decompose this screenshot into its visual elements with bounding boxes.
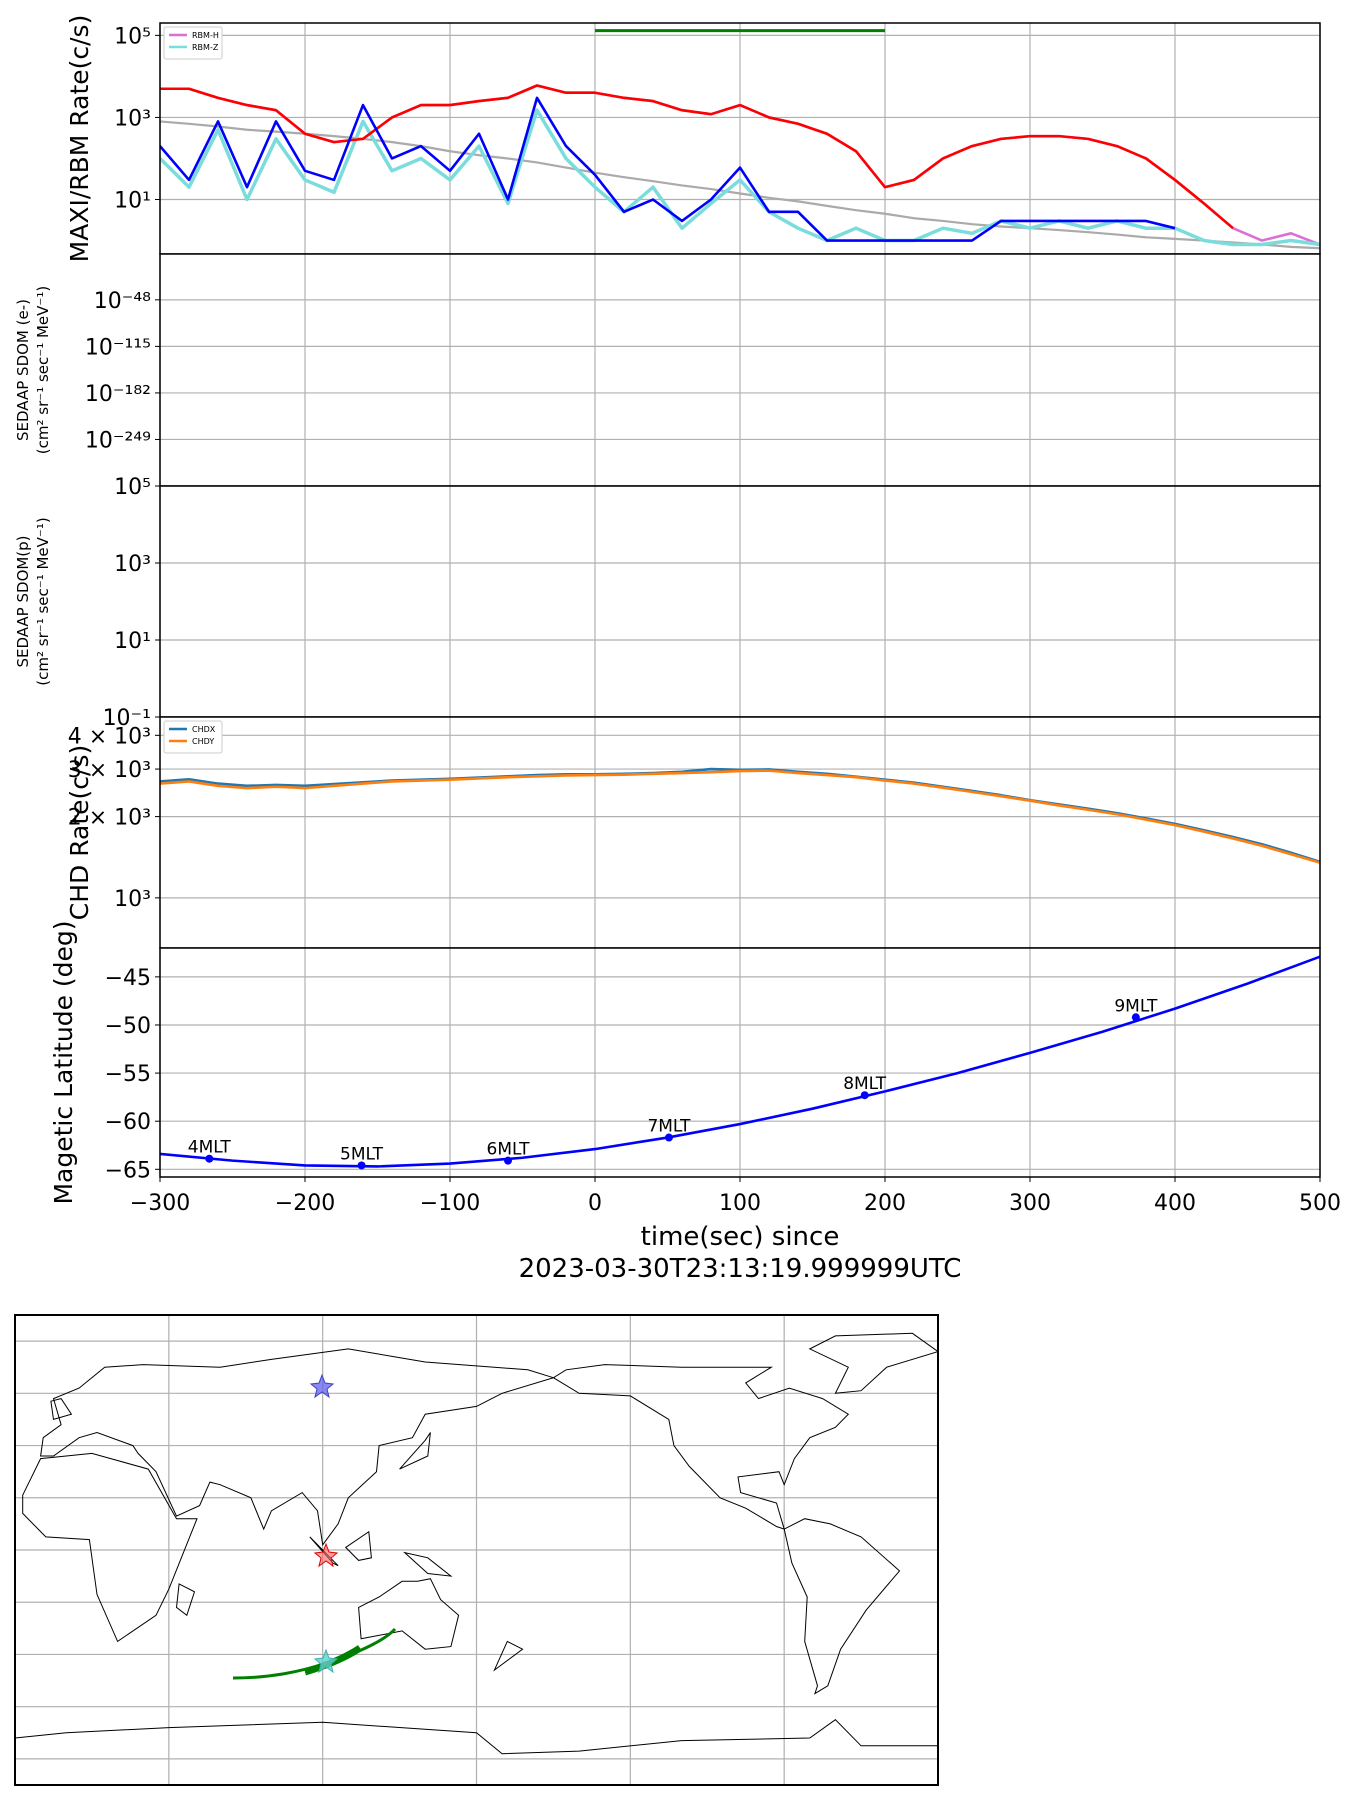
series-line bbox=[160, 84, 1234, 230]
y-tick-label: 4 × 10³ bbox=[68, 724, 151, 749]
y-tick-label: 10⁵ bbox=[114, 475, 151, 500]
series-line bbox=[160, 120, 1320, 250]
legend: RBM-H RBM-Z bbox=[163, 26, 223, 60]
legend-label: RBM-Z bbox=[192, 43, 219, 52]
coastline bbox=[402, 1551, 453, 1577]
y-tick-label: 10³ bbox=[114, 887, 151, 912]
y-tick-label: 2 × 10³ bbox=[68, 806, 151, 831]
y-tick-label: 10⁻¹⁸² bbox=[85, 382, 151, 407]
y-tick-label: 3 × 10³ bbox=[68, 758, 151, 783]
x-tick-label: 400 bbox=[1154, 1191, 1196, 1216]
legend-label: CHDX bbox=[192, 725, 216, 734]
coastline bbox=[14, 1719, 938, 1755]
mlt-point bbox=[1131, 1013, 1140, 1022]
series-line bbox=[160, 108, 1320, 247]
coastline bbox=[344, 1530, 372, 1561]
mlt-label: 6MLT bbox=[487, 1140, 531, 1160]
panel: −300 −200 −100 0 100 200 300 400 500 −65 −60 −55 −50… bbox=[49, 920, 1341, 1284]
y-axis-label: (cm² sr⁻¹ sec⁻¹ MeV⁻¹) bbox=[34, 286, 52, 454]
mlt-point bbox=[357, 1161, 366, 1170]
coastline bbox=[783, 1518, 901, 1695]
x-tick-label: 100 bbox=[719, 1191, 761, 1216]
series-line bbox=[160, 955, 1320, 1168]
mlt-label: 8MLT bbox=[843, 1074, 887, 1094]
coastline bbox=[493, 1640, 524, 1672]
mlt-label: 5MLT bbox=[340, 1144, 384, 1164]
y-tick-label: 10⁻¹¹⁵ bbox=[85, 335, 151, 360]
legend-label: RBM-H bbox=[192, 31, 219, 40]
world-map bbox=[14, 1314, 940, 1786]
coastline bbox=[175, 1583, 196, 1617]
legend: CHDX CHDY bbox=[163, 720, 223, 754]
y-tick-label: −45 bbox=[105, 966, 151, 991]
coastline bbox=[552, 1364, 850, 1530]
star-cyan bbox=[313, 1648, 339, 1674]
x-tick-label: −200 bbox=[275, 1191, 335, 1216]
mlt-point bbox=[860, 1091, 869, 1100]
data-layer bbox=[160, 767, 1320, 864]
coastline bbox=[22, 1452, 198, 1643]
y-tick-label: 10¹ bbox=[114, 629, 151, 654]
series-line bbox=[160, 96, 1176, 242]
star-blue bbox=[309, 1373, 335, 1399]
y-tick-label: 10¹ bbox=[114, 189, 151, 214]
y-tick-label: −60 bbox=[105, 1110, 151, 1135]
coastline bbox=[399, 1432, 431, 1470]
mlt-label: 7MLT bbox=[647, 1117, 691, 1137]
y-axis-label: CHD Rate(c/s) bbox=[65, 745, 94, 920]
series-line bbox=[160, 769, 1320, 864]
x-tick-label: 500 bbox=[1299, 1191, 1341, 1216]
x-axis-label: time(sec) since bbox=[641, 1222, 840, 1252]
x-tick-label: −100 bbox=[420, 1191, 480, 1216]
y-tick-label: 10⁻²⁴⁹ bbox=[85, 428, 151, 453]
x-tick-label: 300 bbox=[1009, 1191, 1051, 1216]
map-grid bbox=[15, 1315, 938, 1785]
coastlines bbox=[14, 1332, 940, 1755]
y-tick-label: 10³ bbox=[114, 552, 151, 577]
y-tick-label: −65 bbox=[105, 1158, 151, 1183]
mlt-label: 9MLT bbox=[1114, 996, 1158, 1016]
y-axis-label: (cm² sr⁻¹ sec⁻¹ MeV⁻¹) bbox=[34, 517, 52, 685]
y-tick-label: −50 bbox=[105, 1014, 151, 1039]
mlt-point bbox=[504, 1156, 512, 1165]
y-axis-label: SEDAAP SDOM (e-) bbox=[14, 299, 32, 441]
x-tick-label: 200 bbox=[864, 1191, 906, 1216]
y-tick-label: 10⁵ bbox=[114, 24, 151, 49]
panel-frame bbox=[159, 947, 1321, 1178]
panel: 10⁻¹ 10¹ 10³ 10⁵ SEDAAP SDOM(p) (cm² sr⁻¹ sec… bbox=[14, 475, 1321, 731]
panel: 10⁻²⁴⁹ 10⁻¹⁸² 10⁻¹¹⁵ 10⁻⁴⁸ SEDAAP SDOM (e-)(… bbox=[14, 253, 1321, 491]
data-layer bbox=[160, 29, 1320, 250]
mlt-label: 4MLT bbox=[188, 1138, 232, 1158]
y-tick-label: 10³ bbox=[114, 106, 151, 131]
y-tick-label: 10⁻¹ bbox=[103, 706, 151, 731]
y-axis-label: MAXI/RBM Rate(c/s) bbox=[65, 15, 94, 263]
coastline bbox=[40, 1348, 556, 1547]
x-tick-label: −300 bbox=[130, 1191, 190, 1216]
panel: 10¹ 10³ 10⁵ MAXI/RBM Rate(c/s) RBM-H RBM-Z bbox=[65, 15, 1321, 263]
y-axis-label: SEDAAP SDOM(p) bbox=[14, 535, 32, 667]
map-frame bbox=[14, 1314, 939, 1786]
x-axis-label: 2023-03-30T23:13:19.999999UTC bbox=[519, 1254, 962, 1284]
y-tick-label: −55 bbox=[105, 1062, 151, 1087]
y-axis-label: Magetic Latitude (deg) bbox=[49, 920, 78, 1204]
legend-label: CHDY bbox=[192, 737, 214, 746]
mlt-point bbox=[205, 1154, 214, 1163]
star-red bbox=[313, 1542, 339, 1568]
coastline bbox=[50, 1398, 73, 1421]
y-tick-label: 10⁻⁴⁸ bbox=[94, 289, 151, 314]
x-tick-label: 0 bbox=[588, 1191, 602, 1216]
data-layer bbox=[160, 955, 1320, 1170]
coastline bbox=[808, 1332, 940, 1394]
mlt-point bbox=[664, 1133, 673, 1142]
coastline bbox=[358, 1578, 460, 1650]
